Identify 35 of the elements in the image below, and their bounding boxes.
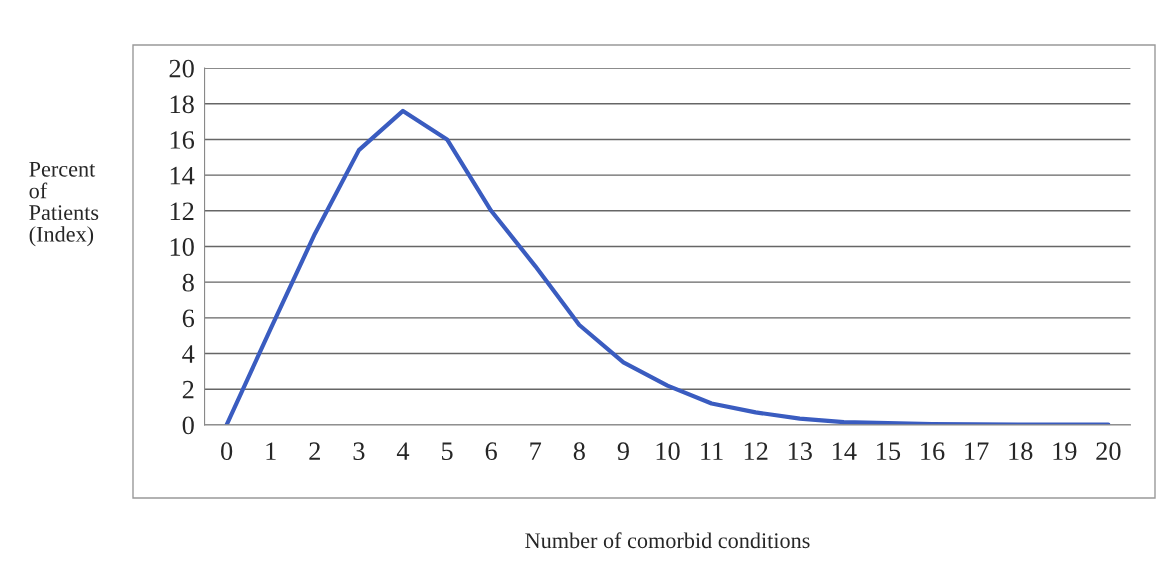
x-tick-label: 18 <box>1009 442 1033 461</box>
y-tick-label: 12 <box>170 202 194 220</box>
y-tick-label: 16 <box>170 131 195 149</box>
line-series <box>224 108 1111 425</box>
y-tick-label: 2 <box>182 380 194 399</box>
x-tick-label: 11 <box>701 442 723 460</box>
y-tick-label: 6 <box>182 309 195 328</box>
x-tick-label: 5 <box>442 442 453 461</box>
x-tick-label: 6 <box>485 442 497 461</box>
x-tick-label: 1 <box>266 442 276 460</box>
x-tick-label: 14 <box>832 442 857 460</box>
x-tick-label: 17 <box>965 442 989 460</box>
y-tick-label: 4 <box>182 345 195 363</box>
y-axis-title: Percent of Patients (Index) <box>29 161 99 247</box>
x-tick-label: 20 <box>1096 442 1121 461</box>
x-tick-label: 8 <box>573 442 585 461</box>
x-tick-label: 0 <box>221 442 233 461</box>
x-tick-label: 16 <box>921 442 945 461</box>
x-tick-label: 19 <box>1053 442 1077 461</box>
y-tick-label: 14 <box>170 166 195 185</box>
x-tick-label: 13 <box>788 442 812 461</box>
x-tick-label: 2 <box>309 442 320 460</box>
x-tick-label: 15 <box>877 442 901 461</box>
x-tick-label: 9 <box>617 442 629 461</box>
x-tick-label: 7 <box>530 442 542 460</box>
x-tick-label: 10 <box>656 442 680 461</box>
x-tick-label: 12 <box>744 442 768 460</box>
y-tick-label: 20 <box>169 59 194 78</box>
y-tick-label: 0 <box>182 416 194 435</box>
x-tick-label: 4 <box>396 442 410 460</box>
y-tick-label: 10 <box>170 238 194 256</box>
x-tick-label: 3 <box>353 442 365 461</box>
x-axis-title: Number of comorbid conditions <box>525 532 810 549</box>
y-tick-label: 8 <box>182 273 194 292</box>
y-tick-label: 18 <box>170 95 194 114</box>
